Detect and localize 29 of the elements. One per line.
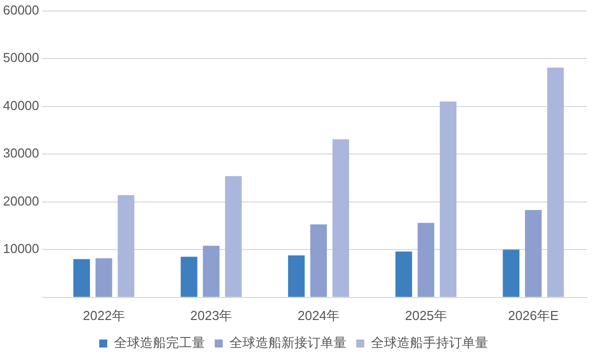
x-tick-label: 2026年E bbox=[508, 308, 559, 323]
x-tick-label: 2022年 bbox=[82, 308, 125, 323]
bar bbox=[202, 246, 220, 297]
x-tick-label: 2023年 bbox=[190, 308, 232, 323]
bar bbox=[547, 68, 564, 297]
y-tick-label: 50000 bbox=[2, 50, 40, 66]
bar bbox=[310, 224, 327, 297]
bar bbox=[225, 176, 242, 297]
bar bbox=[288, 255, 305, 297]
x-tick-label: 2024年 bbox=[298, 308, 340, 323]
y-tick-label: 40000 bbox=[2, 98, 40, 113]
y-tick-label: 20000 bbox=[2, 193, 40, 208]
bar bbox=[395, 252, 412, 297]
bar bbox=[118, 195, 134, 297]
y-tick-label: 60000 bbox=[2, 2, 40, 18]
legend-label: 全球造船完工量 bbox=[114, 334, 205, 351]
y-tick-label: 30000 bbox=[2, 146, 40, 161]
bar bbox=[73, 259, 90, 297]
bar bbox=[418, 222, 434, 297]
bar bbox=[180, 256, 198, 297]
x-tick-label: 2025年 bbox=[404, 308, 447, 323]
y-tick-label: 10000 bbox=[2, 241, 40, 256]
bar bbox=[524, 210, 542, 297]
bar bbox=[440, 102, 456, 297]
bar bbox=[502, 250, 520, 297]
bar bbox=[332, 139, 350, 297]
legend-label: 全球造船手持订单量 bbox=[370, 336, 488, 351]
legend-label: 全球造船新接订单量 bbox=[229, 336, 346, 351]
bar bbox=[96, 258, 112, 297]
